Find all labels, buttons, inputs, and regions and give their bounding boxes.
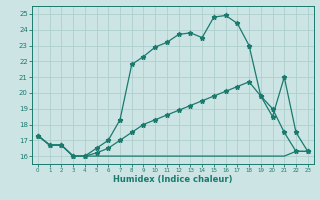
X-axis label: Humidex (Indice chaleur): Humidex (Indice chaleur) <box>113 175 233 184</box>
